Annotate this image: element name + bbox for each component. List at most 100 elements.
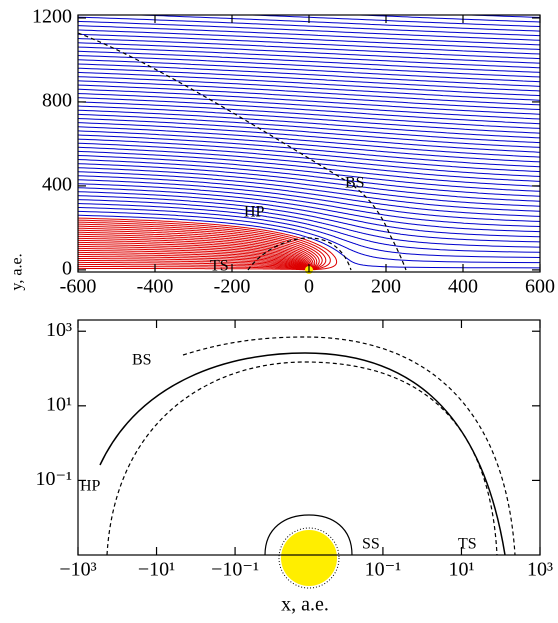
streamline <box>78 16 540 37</box>
streamline <box>78 167 540 207</box>
streamline <box>78 126 540 158</box>
streamline <box>78 227 318 271</box>
annotation: BS <box>345 175 365 192</box>
streamline <box>78 29 540 50</box>
streamline <box>78 97 540 125</box>
sun <box>281 530 337 586</box>
streamline <box>78 42 540 64</box>
y-tick-label: 400 <box>42 174 72 196</box>
bow-shock <box>77 32 407 271</box>
streamline <box>78 63 540 87</box>
streamline <box>78 249 310 271</box>
streamline <box>78 59 540 83</box>
streamline <box>78 84 540 111</box>
x-tick-label: 10⁻¹ <box>365 559 402 581</box>
streamline <box>78 150 540 187</box>
streamline <box>78 175 540 217</box>
streamline <box>78 183 540 228</box>
streamline <box>78 20 540 41</box>
x-tick-label: 200 <box>371 276 401 298</box>
streamline <box>78 247 310 271</box>
heliopause <box>99 352 506 555</box>
streamline <box>78 253 310 271</box>
streamline <box>78 225 320 271</box>
streamline <box>239 15 540 28</box>
streamline <box>78 206 540 258</box>
annotation: HP <box>80 478 101 495</box>
streamline <box>78 163 540 202</box>
streamline <box>78 105 540 134</box>
streamline <box>78 199 540 248</box>
streamline <box>78 113 540 144</box>
streamline <box>78 50 540 73</box>
x-tick-label: 10³ <box>527 559 553 581</box>
streamline <box>78 229 316 271</box>
streamline <box>0 0 558 12</box>
streamline <box>78 25 540 46</box>
y-tick-label: 10³ <box>46 319 72 341</box>
curves <box>99 336 516 555</box>
streamline <box>78 237 311 271</box>
y-axis-label: y, a.e. <box>9 253 26 290</box>
streamline <box>78 219 331 271</box>
streamline <box>78 217 338 271</box>
termination-shock <box>106 361 498 555</box>
sun-outline <box>278 527 340 589</box>
streamlines <box>0 0 558 271</box>
streamline <box>78 243 310 270</box>
annotation: SS <box>362 536 380 553</box>
annotation: HP <box>244 204 265 221</box>
streamline <box>78 146 540 182</box>
streamline <box>78 203 540 253</box>
streamline <box>0 0 558 8</box>
streamline <box>78 233 313 271</box>
streamline <box>78 191 540 238</box>
streamline <box>78 158 540 197</box>
streamline <box>78 80 540 106</box>
y-tick-label: 10⁻¹ <box>35 468 72 490</box>
bow-shock <box>182 336 516 555</box>
solar-surface <box>264 514 353 555</box>
streamline <box>78 92 540 120</box>
streamline <box>78 33 540 55</box>
streamline <box>78 46 540 69</box>
streamline <box>78 130 540 163</box>
top-panel: BS HP TS y, a.e. -600 -400 -200 0 200 400 600 0… <box>0 0 558 298</box>
streamline <box>78 71 540 97</box>
streamline <box>78 138 540 173</box>
streamline <box>78 187 540 233</box>
streamline <box>78 88 540 115</box>
x-tick-label: 400 <box>448 276 478 298</box>
y-tick-label: 1200 <box>32 6 72 28</box>
streamline <box>78 231 314 271</box>
streamline <box>78 195 540 243</box>
annotation: TS <box>458 536 477 553</box>
annotation: TS <box>210 258 229 275</box>
x-tick-label: -400 <box>137 276 174 298</box>
streamline <box>78 235 312 271</box>
streamline <box>78 38 540 60</box>
x-tick-label: −10⁻¹ <box>211 559 259 581</box>
streamline <box>0 0 558 17</box>
streamline <box>78 210 540 264</box>
streamline <box>78 118 540 148</box>
x-tick-label: −10¹ <box>138 559 175 581</box>
y-tick-label: 10¹ <box>46 393 72 415</box>
streamline <box>78 179 540 222</box>
x-tick-label: 10¹ <box>448 559 474 581</box>
streamline <box>78 101 540 129</box>
streamline <box>78 239 310 271</box>
x-tick-label: 0 <box>304 276 314 298</box>
x-tick-label: -200 <box>214 276 251 298</box>
x-axis-label: x, a.e. <box>281 594 329 616</box>
streamline <box>78 221 327 271</box>
bottom-panel: BS HP SS TS x, a.e. −10³ −10¹ −10⁻¹ 10⁻¹ 10¹… <box>35 319 553 616</box>
streamline <box>78 76 540 101</box>
termination-shock <box>247 237 352 271</box>
x-tick-label: −10³ <box>59 559 96 581</box>
streamline <box>78 223 323 271</box>
y-tick-label: 0 <box>62 257 72 279</box>
streamline <box>78 251 310 271</box>
streamline <box>78 55 540 78</box>
streamline <box>78 122 540 153</box>
